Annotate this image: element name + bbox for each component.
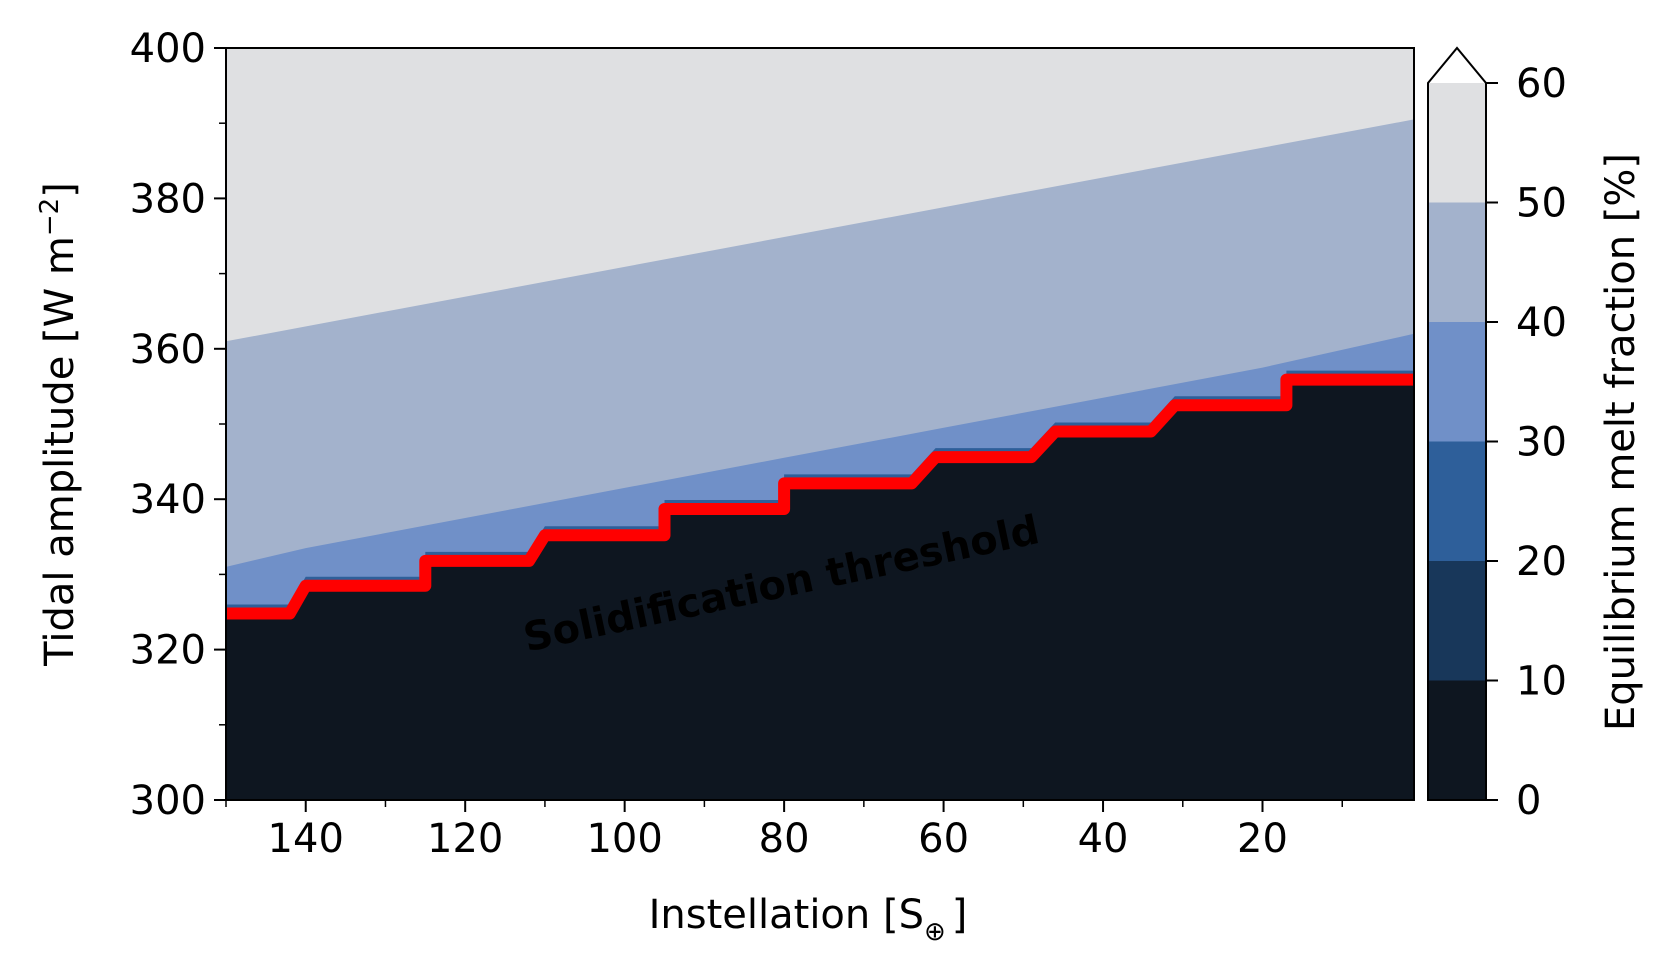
x-tick-label: 20 [1237,816,1288,862]
colorbar-tick-label: 40 [1516,300,1567,346]
y-axis: 300 320 340 360 380 400 [130,26,226,824]
plot-area: Solidification threshold [226,48,1414,800]
colorbar-tick-label: 10 [1516,659,1567,705]
colorbar-tick-label: 50 [1516,181,1567,227]
y-tick-label: 380 [130,176,206,222]
colorbar-tick-label: 20 [1516,539,1567,585]
x-axis-label: Instellation [S⊕] [649,892,968,947]
y-tick-label: 300 [130,778,206,824]
x-axis-label-end: ] [952,892,968,938]
y-tick-label: 360 [130,327,206,373]
colorbar-tick-label: 30 [1516,420,1567,466]
y-tick-label: 400 [130,26,206,72]
y-axis-label: Tidal amplitude [W m−2] [35,182,83,667]
colorbar-segment [1428,83,1486,203]
colorbar-tick-label: 0 [1516,778,1541,824]
colorbar-label: Equilibrium melt fraction [%] [1598,153,1644,731]
region-melt-0-10 [226,379,1414,800]
colorbar: 0 10 20 30 40 50 60 [1427,46,1567,824]
colorbar-tick-label: 60 [1516,61,1567,107]
colorbar-extend-arrow [1428,48,1486,83]
colorbar-segment [1428,441,1486,561]
x-axis-label-subscript: ⊕ [924,917,946,947]
colorbar-segment [1428,322,1486,442]
x-axis: 140 120 100 80 60 40 20 [225,800,1343,862]
x-tick-label: 120 [427,816,503,862]
colorbar-segment [1428,202,1486,322]
y-tick-label: 320 [130,628,206,674]
x-tick-label: 100 [586,816,662,862]
y-axis-label-end: ] [37,182,83,198]
colorbar-outline [1427,46,1487,801]
solidification-threshold-line [226,373,1414,620]
colorbar-segment [1428,680,1486,800]
x-tick-label: 80 [759,816,810,862]
x-tick-label: 60 [918,816,969,862]
y-axis-label-superscript: −2 [35,198,65,236]
x-tick-label: 40 [1078,816,1129,862]
x-tick-label: 140 [268,816,344,862]
colorbar-segment [1428,561,1486,681]
y-tick-label: 340 [130,477,206,523]
